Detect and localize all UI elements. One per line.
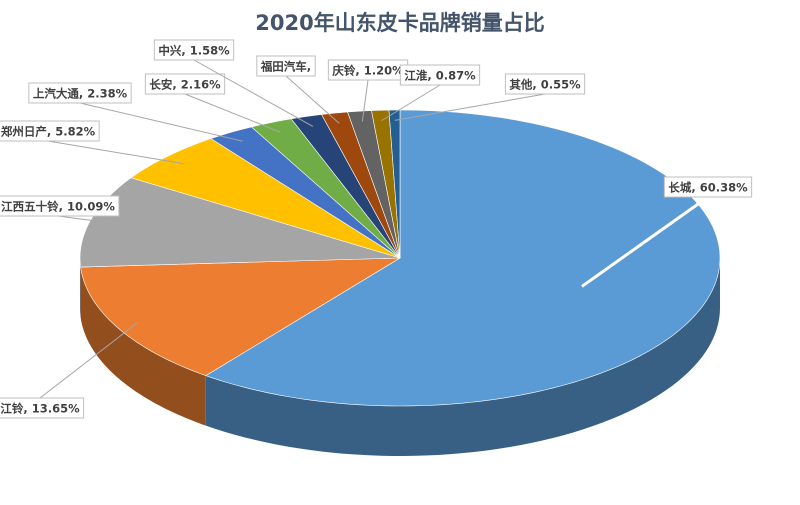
pie-slice	[388, 109, 401, 259]
label-box	[663, 176, 753, 198]
leader-line	[39, 322, 138, 399]
pie-slice	[80, 257, 402, 376]
chart-title: 2020年山东皮卡品牌销量占比	[255, 11, 544, 35]
leader-line	[57, 215, 113, 224]
leader-line	[381, 84, 441, 122]
leader-line	[193, 59, 314, 127]
pie-side	[205, 258, 720, 456]
label-box	[28, 82, 132, 104]
data-label: 中兴, 1.58%	[158, 44, 230, 58]
pie-side	[80, 258, 81, 318]
pie-slice	[250, 118, 401, 259]
data-label: 庆铃, 1.20%	[331, 64, 404, 78]
label-box	[0, 120, 100, 142]
label-box	[0, 397, 85, 419]
label-box	[504, 73, 586, 95]
leader-line	[394, 93, 546, 121]
data-label: 其他, 0.55%	[509, 78, 581, 92]
pie-slice	[130, 138, 401, 259]
data-label: 长安, 2.16%	[149, 78, 221, 92]
label-box	[399, 64, 481, 86]
data-label: 江西五十铃, 10.09%	[1, 200, 115, 214]
label-box	[144, 73, 226, 95]
pie-slice	[210, 126, 401, 259]
pie-slice	[205, 109, 721, 407]
label-box	[0, 195, 120, 217]
leader-line	[184, 93, 281, 133]
data-label: 郑州日产, 5.82%	[1, 125, 96, 139]
data-label: 长城, 60.38%	[668, 181, 748, 195]
data-label: 江淮, 0.87%	[404, 69, 476, 83]
leader-line	[285, 75, 340, 124]
data-label: 福田汽车,	[260, 60, 311, 74]
data-label: 江铃, 13.65%	[0, 402, 80, 416]
label-box	[153, 39, 235, 61]
leader-line	[361, 79, 369, 122]
leader-line	[47, 140, 184, 165]
label-box	[256, 55, 316, 77]
data-label: 上汽大通, 2.38%	[33, 87, 128, 101]
leader-line	[79, 102, 243, 142]
leader-line	[581, 195, 709, 288]
